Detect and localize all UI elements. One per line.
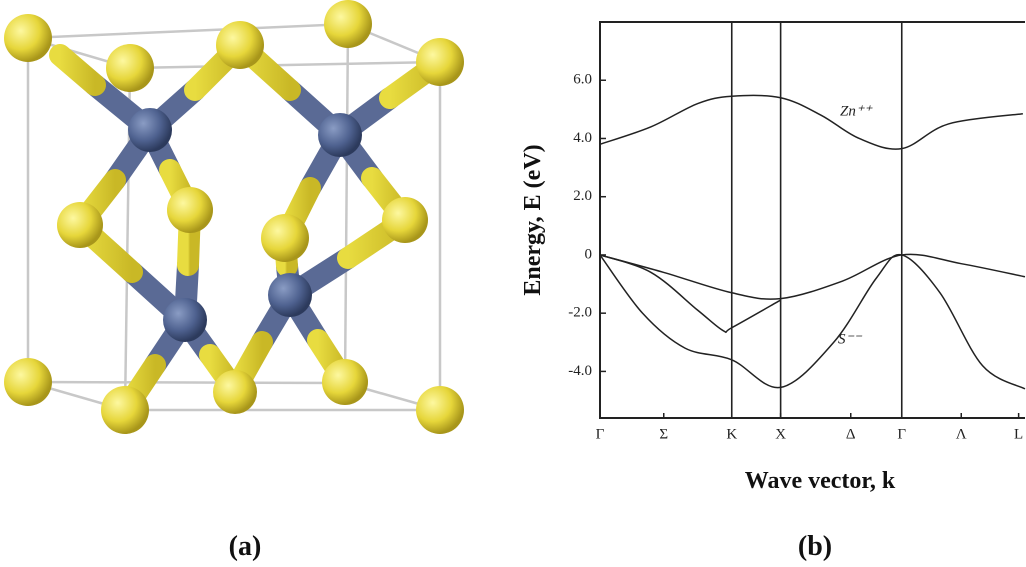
bonds xyxy=(60,45,440,410)
y-tick-label: 6.0 xyxy=(573,72,592,88)
x-tick-label: Λ xyxy=(956,426,967,442)
x-axis-label: Wave vector, k xyxy=(745,468,896,494)
y-tick-label: -2.0 xyxy=(568,305,592,321)
panel-label: (a) xyxy=(229,531,262,562)
x-tick-label: Σ xyxy=(659,426,668,442)
band-line xyxy=(600,255,1025,389)
crystal-structure xyxy=(4,0,464,434)
y-tick-label: 2.0 xyxy=(573,188,592,204)
y-tick-label: 4.0 xyxy=(573,130,592,146)
x-tick-label: K xyxy=(726,426,737,442)
band-line xyxy=(600,95,1023,149)
x-tick-label: L xyxy=(1014,426,1023,442)
band-line xyxy=(600,254,1025,299)
annotation: Zn⁺⁺ xyxy=(840,103,873,119)
panel-label: (b) xyxy=(798,531,832,562)
y-tick-label: 0 xyxy=(585,246,593,262)
y-tick-label: -4.0 xyxy=(568,363,592,379)
figure: (a) (b) Energy, E (eV) Wave vector, k 6.… xyxy=(0,0,1026,567)
axes-frame xyxy=(600,22,1025,418)
x-tick-label: Γ xyxy=(596,426,605,442)
annotation: S⁻⁻ xyxy=(838,331,862,347)
y-axis-label: Energy, E (eV) xyxy=(520,144,546,295)
x-tick-label: Δ xyxy=(846,426,856,442)
x-tick-label: Γ xyxy=(897,426,906,442)
x-tick-label: X xyxy=(775,426,786,442)
